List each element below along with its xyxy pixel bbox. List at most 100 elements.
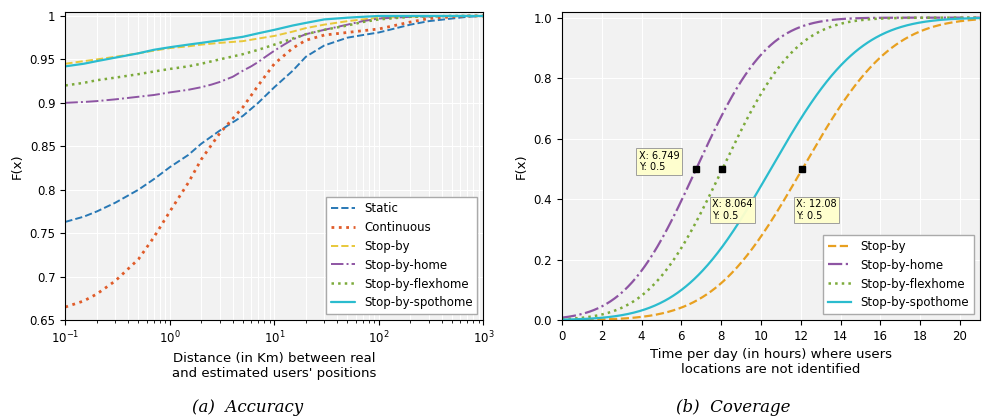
Stop-by-home (974, 15, 986, 20)
Continuous (195, 157, 207, 162)
Stop-by-home (182, 87, 194, 92)
Stop-by-home (318, 27, 330, 32)
Stop-by-spothome (899, 23, 911, 28)
Stop-by-flexhome (91, 78, 103, 83)
Continuous (91, 292, 103, 297)
Static (318, 43, 330, 48)
Static (182, 153, 194, 158)
Stop-by (404, 14, 416, 19)
Stop-by-spothome (91, 59, 103, 64)
Stop-by-flexhome (964, 15, 976, 20)
Y-axis label: F(x): F(x) (515, 153, 528, 178)
Stop-by-home (757, 50, 769, 55)
Stop-by-spothome (478, 13, 490, 18)
Stop-by-spothome (133, 51, 145, 56)
Stop-by-flexhome (148, 69, 160, 74)
Stop-by-spothome (300, 20, 312, 25)
Stop-by (91, 57, 103, 62)
Stop-by-flexhome (357, 20, 369, 25)
Stop-by-spothome (446, 13, 458, 18)
Stop-by-spothome (148, 47, 160, 52)
Stop-by-home (300, 32, 312, 37)
Static (478, 13, 490, 18)
Line: Stop-by-flexhome: Stop-by-flexhome (562, 17, 980, 319)
Static (195, 141, 207, 146)
Stop-by-home (78, 99, 90, 104)
Continuous (318, 32, 330, 37)
Line: Stop-by-spothome: Stop-by-spothome (65, 16, 484, 66)
Stop-by-flexhome (805, 34, 817, 39)
Stop-by-flexhome (974, 15, 986, 20)
Stop-by-spothome (404, 13, 416, 18)
Stop-by-home (404, 14, 416, 19)
Stop-by-flexhome (373, 17, 385, 22)
Continuous (237, 105, 249, 110)
Stop-by-spothome (342, 15, 354, 20)
Stop-by-flexhome (286, 36, 298, 41)
Static (357, 32, 369, 37)
Static (109, 200, 121, 205)
Stop-by-spothome (78, 61, 90, 66)
Stop-by-spothome (805, 101, 817, 106)
Stop-by (133, 51, 145, 56)
Stop-by-home (373, 16, 385, 21)
Stop-by (148, 48, 160, 53)
Static (269, 85, 280, 90)
Stop-by-spothome (182, 42, 194, 47)
Stop-by-flexhome (133, 72, 145, 77)
Stop-by-home (805, 21, 817, 26)
Line: Stop-by-home: Stop-by-home (65, 16, 484, 103)
Stop-by-flexhome (754, 92, 766, 97)
Stop-by-flexhome (899, 15, 911, 20)
Stop-by-home (357, 19, 369, 24)
Line: Continuous: Continuous (65, 16, 484, 307)
Stop-by-spothome (373, 13, 385, 18)
Stop-by-spothome (782, 137, 794, 142)
Stop-by (286, 29, 298, 34)
Stop-by (109, 54, 121, 59)
Text: X: 12.08
Y: 0.5: X: 12.08 Y: 0.5 (797, 199, 837, 221)
Stop-by-home (899, 15, 911, 20)
Continuous (300, 38, 312, 43)
Continuous (446, 14, 458, 19)
Static (214, 128, 226, 133)
Stop-by-spothome (357, 14, 369, 19)
Text: (a)  Accuracy: (a) Accuracy (192, 399, 303, 416)
Text: X: 8.064
Y: 0.5: X: 8.064 Y: 0.5 (713, 199, 753, 221)
Stop-by-flexhome (195, 61, 207, 66)
Static (237, 114, 249, 119)
Stop-by-spothome (109, 55, 121, 60)
Static (164, 165, 175, 170)
Static (461, 14, 473, 19)
Stop-by-flexhome (269, 42, 280, 47)
Stop-by-spothome (269, 27, 280, 32)
Continuous (461, 13, 473, 18)
Stop-by-spothome (318, 17, 330, 22)
Text: X: 6.749
Y: 0.5: X: 6.749 Y: 0.5 (638, 151, 679, 172)
Stop-by-home (164, 90, 175, 95)
Static (446, 16, 458, 21)
Stop-by-flexhome (300, 32, 312, 37)
Stop-by-flexhome (342, 23, 354, 28)
Stop-by-home (269, 48, 280, 53)
Stop-by (78, 59, 90, 64)
Stop-by-flexhome (214, 57, 226, 62)
Stop-by-spothome (286, 23, 298, 28)
Line: Stop-by-flexhome: Stop-by-flexhome (65, 16, 484, 85)
Continuous (423, 16, 435, 21)
Continuous (404, 20, 416, 25)
Stop-by (214, 40, 226, 45)
Continuous (478, 13, 490, 18)
Continuous (373, 27, 385, 32)
Stop-by-flexhome (782, 54, 794, 59)
Stop-by-flexhome (404, 14, 416, 19)
Continuous (253, 83, 265, 88)
X-axis label: Time per day (in hours) where users
locations are not identified: Time per day (in hours) where users loca… (650, 348, 892, 376)
Stop-by (164, 46, 175, 51)
Stop-by-spothome (237, 34, 249, 39)
Stop-by-spothome (964, 16, 976, 21)
Static (423, 19, 435, 24)
Stop-by-spothome (59, 64, 71, 69)
Stop-by-home (91, 99, 103, 104)
Line: Stop-by: Stop-by (65, 16, 484, 64)
